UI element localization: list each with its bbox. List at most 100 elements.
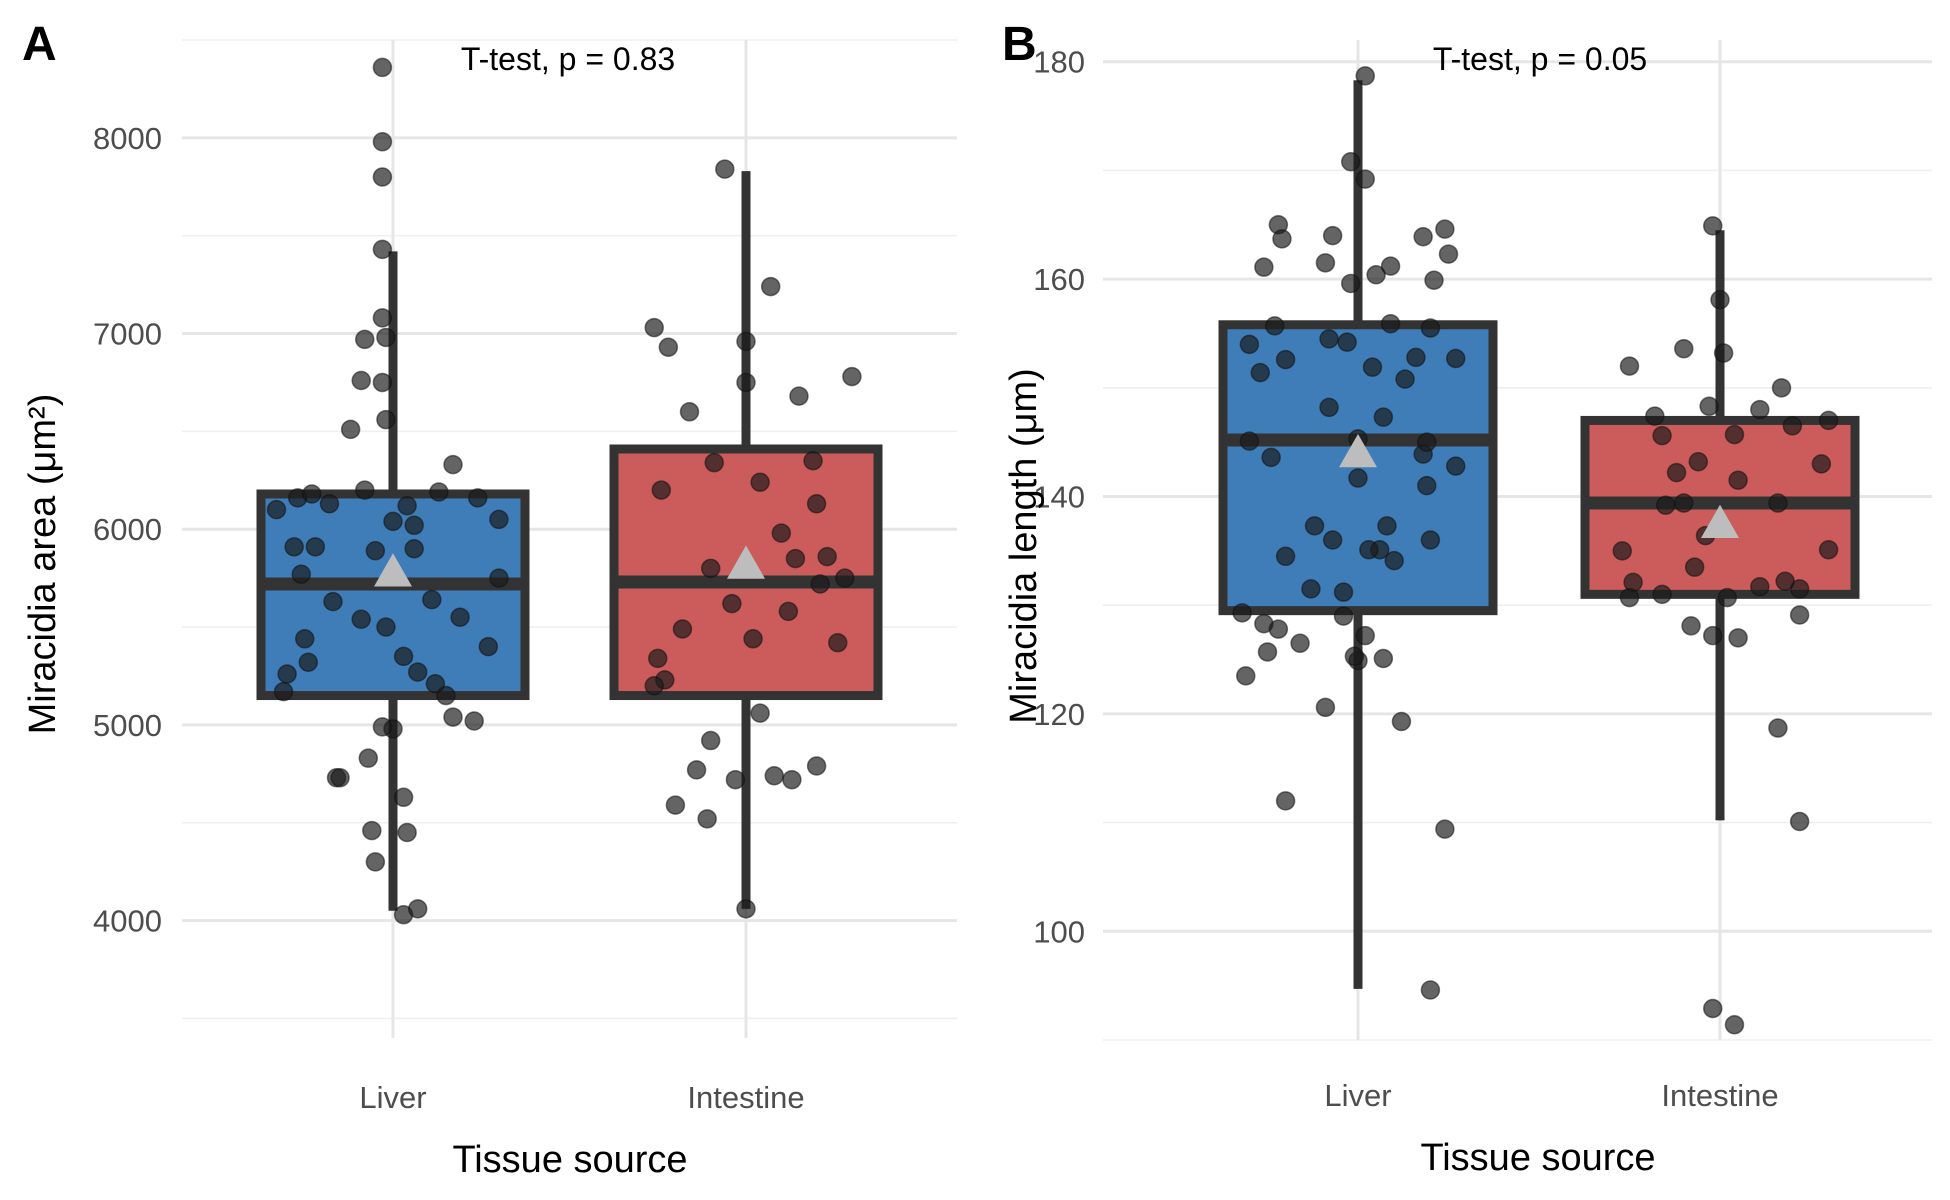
data-point	[785, 548, 806, 569]
data-point	[1315, 697, 1336, 718]
data-point	[429, 482, 449, 502]
data-point	[806, 756, 827, 776]
data-point	[1619, 587, 1640, 608]
data-point	[700, 558, 721, 579]
data-point	[722, 593, 742, 614]
data-point	[450, 607, 470, 628]
data-point	[351, 370, 371, 391]
data-point	[1341, 151, 1361, 172]
data-point	[1818, 540, 1839, 560]
data-point	[1724, 1015, 1745, 1035]
x-tick-label: Intestine	[687, 1080, 804, 1115]
data-point	[1362, 357, 1383, 377]
data-point	[1341, 273, 1361, 294]
data-point	[372, 167, 393, 187]
data-point	[1728, 470, 1748, 490]
panel-b-y-axis-title: Miracidia length (μm)	[1003, 368, 1045, 724]
data-point	[340, 419, 361, 440]
data-point	[1257, 642, 1278, 662]
y-tick-label: 6000	[93, 512, 162, 547]
data-point	[489, 568, 509, 588]
panel-a-points	[266, 57, 862, 925]
data-point	[1355, 169, 1375, 189]
data-point	[1674, 338, 1694, 359]
panel-b-x-ticks: Liver Intestine	[1324, 1078, 1778, 1113]
data-point	[750, 703, 770, 723]
data-point	[651, 480, 672, 500]
data-point	[1424, 270, 1444, 290]
data-point	[1301, 579, 1321, 599]
data-point	[1768, 493, 1788, 513]
data-point	[725, 769, 746, 790]
data-point	[1359, 540, 1379, 560]
data-point	[704, 452, 724, 473]
data-point	[1373, 407, 1394, 427]
data-point	[489, 509, 509, 530]
panel-a-y-axis-title: Miracidia area (μm²)	[22, 394, 64, 735]
data-point	[665, 795, 686, 815]
y-tick-label: 180	[1033, 45, 1085, 80]
data-point	[1264, 316, 1285, 336]
data-point	[443, 707, 463, 727]
data-point	[372, 308, 393, 328]
data-point	[842, 366, 862, 387]
data-point	[1275, 546, 1296, 567]
x-tick-label: Liver	[1324, 1078, 1391, 1113]
data-point	[1782, 416, 1803, 436]
data-point	[1344, 646, 1365, 667]
data-point	[1818, 410, 1839, 431]
data-point	[376, 409, 396, 430]
data-point	[750, 472, 770, 493]
data-point	[1438, 244, 1459, 264]
data-point	[351, 609, 371, 629]
data-point	[393, 646, 414, 667]
panel-a-means	[374, 545, 765, 587]
data-point	[1275, 349, 1296, 370]
data-point	[672, 619, 693, 639]
data-point	[1290, 633, 1310, 654]
data-point	[1750, 399, 1770, 420]
data-point	[644, 317, 664, 338]
data-point	[1435, 819, 1455, 839]
data-point	[1333, 582, 1354, 602]
data-point	[1254, 257, 1274, 277]
data-point	[1703, 216, 1723, 236]
data-point	[376, 327, 396, 348]
y-tick-label: 5000	[93, 708, 162, 743]
data-point	[828, 632, 848, 653]
panel-a-label: A	[22, 18, 57, 71]
data-point	[1333, 606, 1354, 626]
data-point	[658, 337, 679, 357]
data-point	[1315, 253, 1336, 273]
data-point	[319, 494, 340, 514]
data-point	[810, 574, 830, 594]
data-point	[1319, 397, 1339, 418]
data-point	[464, 711, 484, 731]
data-point	[1724, 424, 1745, 445]
data-point	[443, 454, 463, 475]
data-point	[1717, 587, 1737, 608]
data-point	[291, 564, 311, 584]
panel-a-x-ticks: Liver Intestine	[359, 1080, 804, 1115]
panel-b-label: B	[1002, 18, 1037, 71]
y-tick-label: 7000	[93, 317, 162, 352]
y-tick-label: 140	[1033, 480, 1085, 515]
data-point	[736, 331, 756, 352]
panel-a-x-axis-title: Tissue source	[452, 1139, 687, 1181]
data-point	[1645, 406, 1665, 426]
box-liver	[1218, 80, 1498, 989]
data-point	[1789, 811, 1810, 832]
data-point	[1666, 462, 1687, 483]
data-point	[771, 523, 792, 543]
data-point	[736, 899, 756, 919]
y-tick-label: 4000	[93, 904, 162, 939]
data-point	[358, 748, 379, 768]
x-tick-label: Intestine	[1661, 1078, 1778, 1113]
data-point	[372, 239, 393, 260]
data-point	[305, 537, 326, 557]
data-point	[404, 539, 424, 559]
data-point	[1699, 396, 1719, 417]
data-point	[365, 540, 386, 561]
data-point	[1688, 451, 1709, 472]
